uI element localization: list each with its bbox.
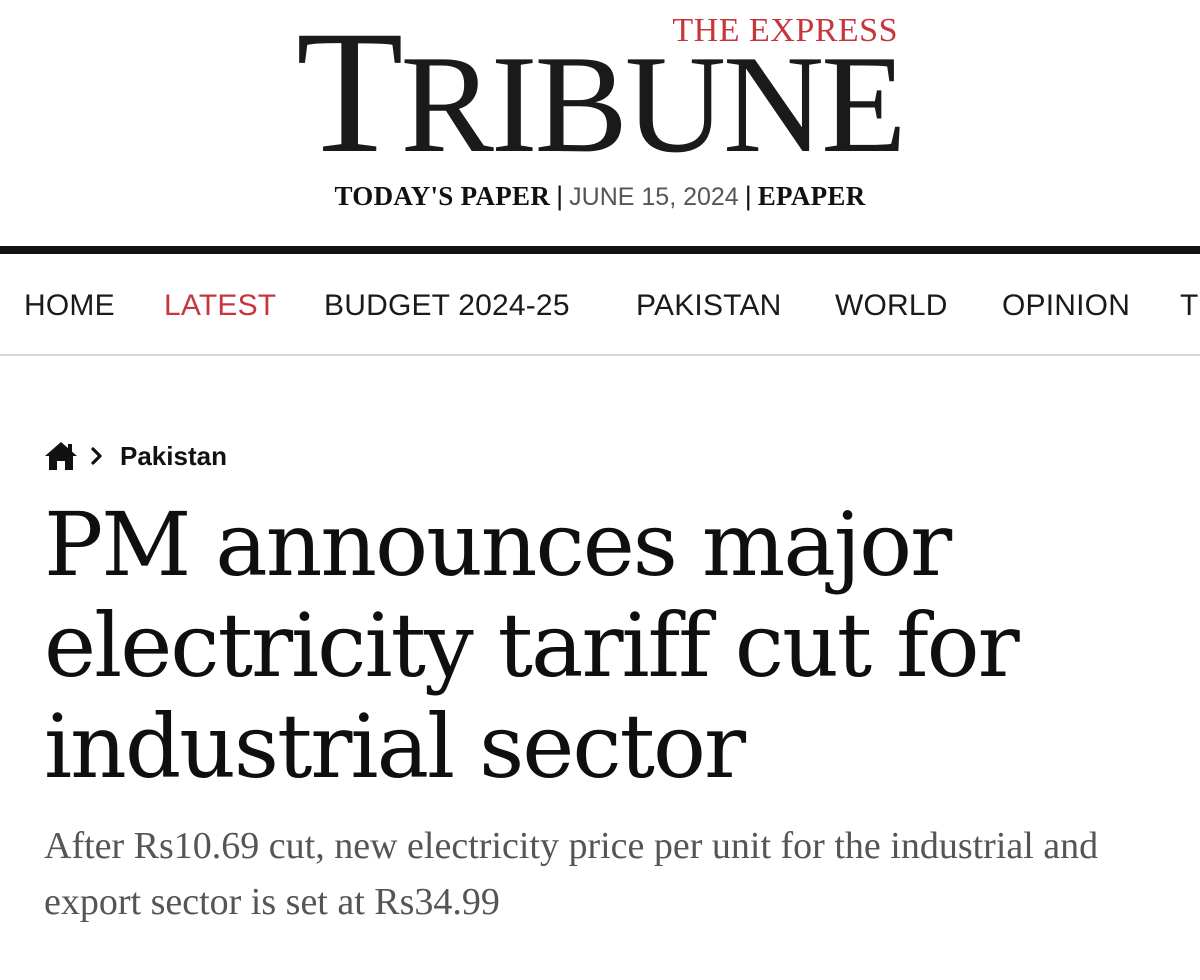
todays-paper-link[interactable]: TODAY'S PAPER xyxy=(334,181,551,211)
nav-item-truncated[interactable]: T xyxy=(1180,289,1199,322)
nav-item-home[interactable]: HOME xyxy=(24,289,115,322)
logo-tribune-initial: T xyxy=(296,0,404,190)
issue-date: JUNE 15, 2024 xyxy=(569,183,739,211)
article-subheadline: After Rs10.69 cut, new electricity price… xyxy=(44,825,1099,923)
nav-item-world[interactable]: WORLD xyxy=(835,289,948,322)
epaper-link[interactable]: EPAPER xyxy=(757,181,866,211)
dateline-separator-1: | xyxy=(556,181,564,211)
logo-tribune-rest: RIBUNE xyxy=(400,27,907,182)
chevron-right-icon xyxy=(90,446,104,466)
masthead: THE EXPRESS TRIBUNE TODAY'S PAPER | JUNE 1… xyxy=(0,0,1200,246)
nav-item-budget[interactable]: BUDGET 2024-25 xyxy=(324,289,570,322)
home-icon[interactable] xyxy=(44,441,78,471)
dateline-separator-2: | xyxy=(744,181,752,211)
breadcrumb-section-pakistan[interactable]: Pakistan xyxy=(120,440,227,471)
nav-item-opinion[interactable]: OPINION xyxy=(1002,289,1131,322)
logo-the-express: THE EXPRESS xyxy=(672,12,898,49)
dateline: TODAY'S PAPER | JUNE 15, 2024 | EPAPER xyxy=(0,178,1200,215)
tribune-logo[interactable]: THE EXPRESS TRIBUNE xyxy=(296,5,907,181)
main-nav: HOME LATEST BUDGET 2024-25 PAKISTAN WORL… xyxy=(0,254,1200,354)
article-headline: PM announces major electricity tariff cu… xyxy=(44,493,1020,798)
nav-divider xyxy=(0,354,1200,356)
masthead-divider xyxy=(0,246,1200,254)
nav-item-latest[interactable]: LATEST xyxy=(164,289,277,322)
nav-item-pakistan[interactable]: PAKISTAN xyxy=(636,289,782,322)
logo-tribune-wordmark: TRIBUNE xyxy=(296,5,907,182)
breadcrumb: Pakistan xyxy=(44,438,227,474)
